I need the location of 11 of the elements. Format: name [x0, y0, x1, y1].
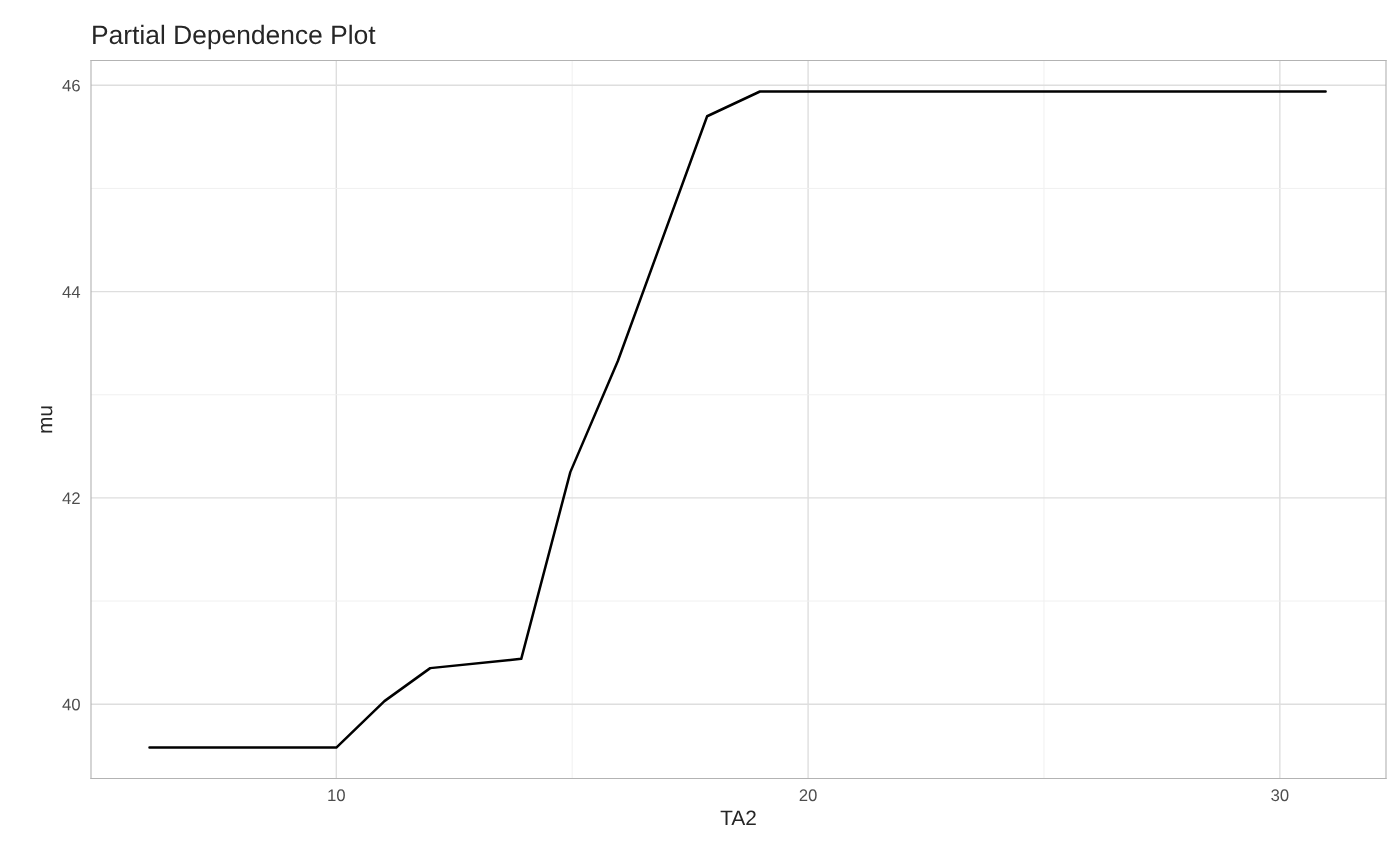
x-tick-label: 30: [1271, 789, 1289, 802]
x-tick-label: 20: [799, 789, 817, 802]
x-axis-title: TA2: [720, 810, 756, 826]
chart-title: Partial Dependence Plot: [93, 24, 376, 50]
x-tick-label: 10: [328, 789, 345, 802]
y-tick-label: 42: [62, 492, 80, 504]
y-axis-title: mu: [40, 406, 53, 433]
line-series: [148, 90, 1327, 749]
y-tick-label: 46: [62, 79, 80, 92]
y-tick-label: 44: [62, 286, 81, 298]
y-tick-label: 40: [62, 698, 80, 711]
